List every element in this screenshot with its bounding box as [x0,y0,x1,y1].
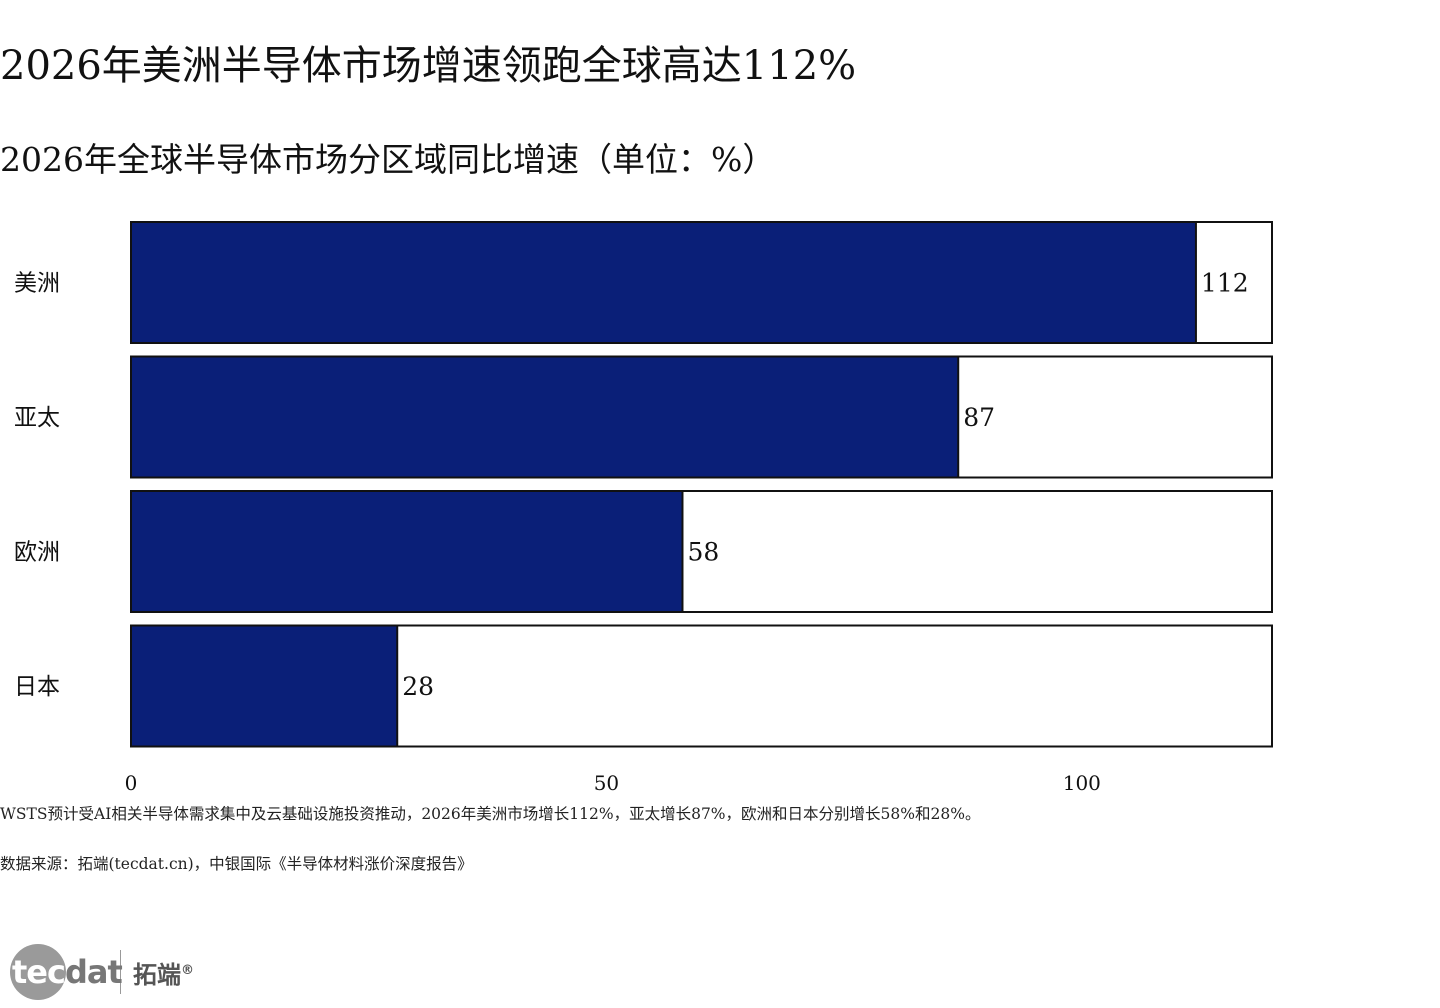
logo-wordmark: tecdat [12,953,123,991]
bar [130,624,399,748]
category-label: 日本 [14,674,60,700]
category-label: 美洲 [14,271,60,297]
x-tick-label: 0 [125,771,138,795]
bar-chart: 美洲 112 亚太 87 欧洲 58 日本 28 0 50 100 [14,221,1273,795]
logo-mark: tecdat [10,942,123,1002]
bar [130,355,960,479]
x-tick-label: 50 [594,771,619,795]
logo-cn-text: 拓端® [133,960,194,989]
chart-note: WSTS预计受AI相关半导体需求集中及云基础设施投资推动，2026年美洲市场增长… [0,805,981,823]
data-label: 87 [963,403,995,432]
data-label: 28 [402,672,434,701]
logo-divider [120,950,121,994]
chart-subtitle: 2026年全球半导体市场分区域同比增速（单位：%） [0,140,776,179]
data-source: 数据来源：拓端(tecdat.cn)，中银国际《半导体材料涨价深度报告》 [0,855,473,873]
data-label: 58 [687,538,719,567]
logo-circle-icon [10,944,66,1000]
bar [130,221,1197,344]
data-label: 112 [1201,269,1249,298]
x-tick-label: 100 [1063,771,1101,795]
bar [130,490,684,613]
tecdat-logo: tecdat 拓端® [10,940,194,1004]
page-title: 2026年美洲半导体市场增速领跑全球高达112% [0,43,857,89]
category-label: 亚太 [14,405,60,431]
category-label: 欧洲 [14,540,60,566]
